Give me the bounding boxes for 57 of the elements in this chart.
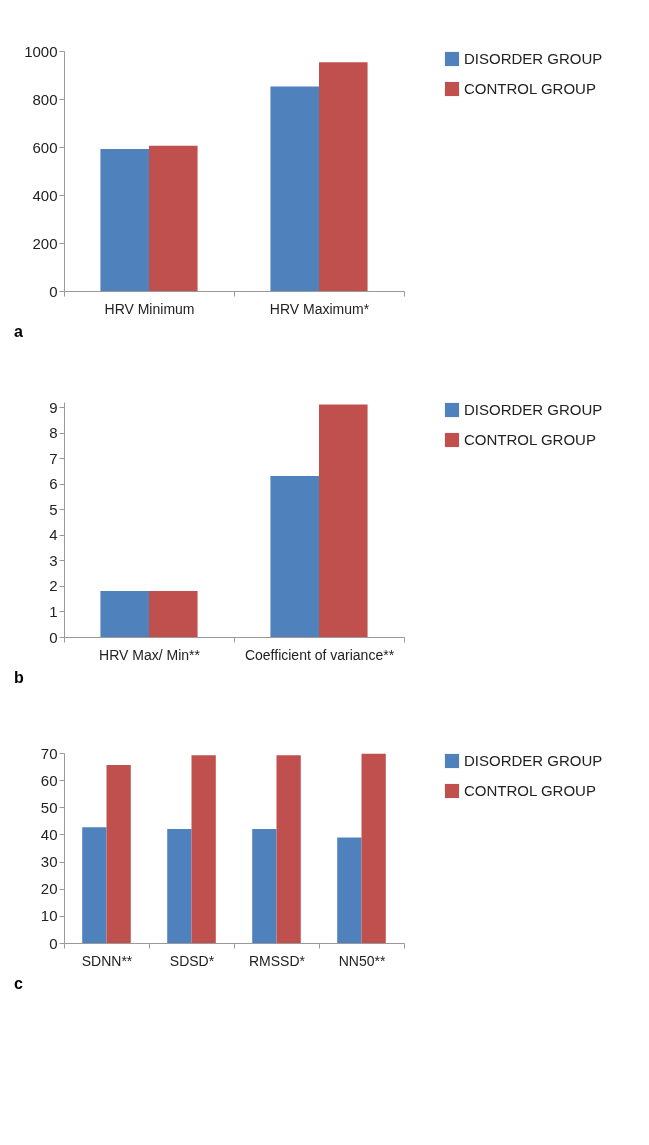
x-tick-label: HRV Minimum [104, 300, 195, 317]
y-tick-label: 800 [32, 90, 58, 108]
text: c [14, 975, 23, 992]
y-tick-label: 10 [40, 907, 58, 925]
y-tick-label: 4 [49, 526, 58, 544]
x-tick-label: SDSD* [169, 952, 215, 969]
bar [149, 145, 198, 291]
y-tick-label: 9 [49, 398, 58, 416]
bar [100, 148, 149, 291]
y-tick-label: 0 [49, 934, 58, 952]
y-tick-label: 30 [40, 853, 58, 871]
legend-label: DISORDER GROUP [464, 401, 603, 418]
y-tick-label: 1000 [24, 42, 58, 60]
y-tick-label: 2 [49, 577, 58, 595]
bar [82, 827, 107, 943]
y-tick-label: 0 [49, 628, 58, 646]
y-tick-label: 600 [32, 138, 58, 156]
bar [100, 591, 149, 637]
text: b [14, 669, 24, 686]
x-tick-label: Coefficient of variance** [244, 646, 395, 663]
y-tick-label: 40 [40, 825, 58, 843]
y-tick-label: 20 [40, 880, 58, 898]
bar [361, 753, 386, 943]
bar [270, 476, 319, 637]
x-tick-label: SDNN** [81, 952, 133, 969]
y-tick-label: 8 [49, 424, 58, 442]
y-tick-label: 5 [49, 500, 58, 518]
legend-label: CONTROL GROUP [464, 80, 596, 97]
bar [106, 764, 131, 943]
legend-label: DISORDER GROUP [464, 752, 603, 769]
legend-label: CONTROL GROUP [464, 431, 596, 448]
bar [319, 404, 368, 637]
x-tick-label: NN50** [338, 952, 386, 969]
bar [319, 62, 368, 291]
y-tick-label: 70 [40, 744, 58, 762]
y-tick-label: 1 [49, 602, 58, 620]
y-tick-label: 0 [49, 282, 58, 300]
bar [149, 591, 198, 637]
x-tick-label: HRV Maximum* [269, 300, 370, 317]
y-tick-label: 3 [49, 551, 58, 569]
bar [337, 837, 362, 943]
bar [270, 86, 319, 291]
bar [167, 829, 192, 943]
x-tick-label: RMSSD* [248, 952, 306, 969]
y-tick-label: 50 [40, 798, 58, 816]
bar [276, 755, 301, 943]
y-tick-label: 400 [32, 186, 58, 204]
bar [252, 829, 277, 943]
x-tick-label: HRV Max/ Min** [99, 646, 201, 663]
y-tick-label: 6 [49, 475, 58, 493]
y-tick-label: 60 [40, 771, 58, 789]
legend-label: DISORDER GROUP [464, 50, 603, 67]
text: a [14, 323, 23, 340]
y-tick-label: 200 [32, 234, 58, 252]
bar [191, 755, 216, 943]
legend-label: CONTROL GROUP [464, 782, 596, 799]
y-tick-label: 7 [49, 449, 58, 467]
